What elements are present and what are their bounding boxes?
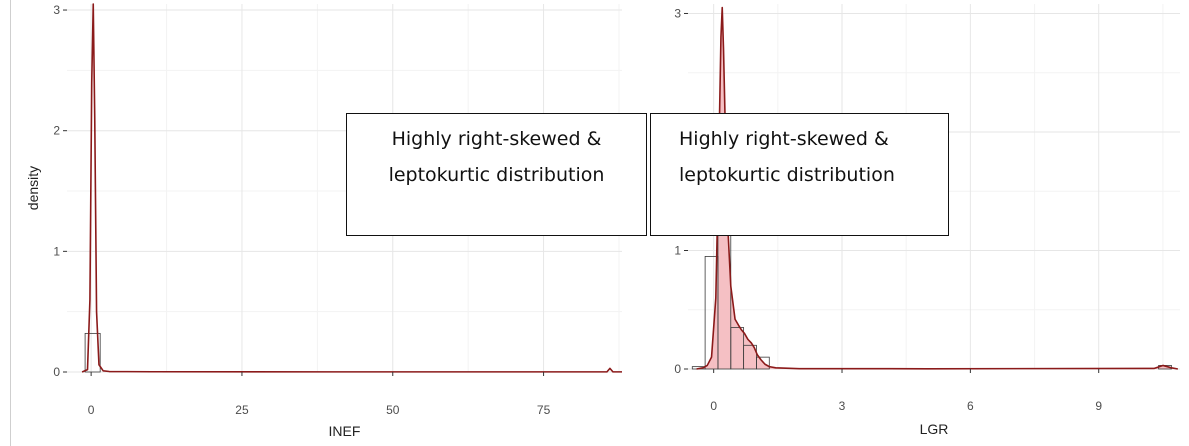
x-tick-label: 0 xyxy=(710,399,717,413)
x-tick-label: 25 xyxy=(235,403,249,417)
density-curve xyxy=(81,3,622,373)
x-tick-label: 0 xyxy=(88,403,95,417)
y-tick-label: 0 xyxy=(53,365,60,379)
annotation-left-line1: Highly right-skewed & xyxy=(391,128,602,150)
annotation-box-left: Highly right-skewed & leptokurtic distri… xyxy=(346,113,647,236)
y-axis-title: density xyxy=(25,166,41,210)
y-tick-label: 3 xyxy=(53,3,60,17)
x-tick-label: 50 xyxy=(386,403,400,417)
y-tick-label: 0 xyxy=(674,362,681,376)
x-tick-label: 3 xyxy=(839,399,846,413)
chart-panel-inef: 0 1 2 3 0 25 50 75 INEF density xyxy=(25,3,622,439)
annotation-right-line1: Highly right-skewed & xyxy=(679,128,889,150)
x-tick-label: 6 xyxy=(967,399,974,413)
y-tick-label: 1 xyxy=(53,244,60,258)
left-border-line xyxy=(10,0,11,446)
annotation-left-line2: leptokurtic distribution xyxy=(388,164,605,186)
histogram-bar xyxy=(84,332,101,373)
y-tick-label: 3 xyxy=(674,6,681,20)
y-tick-label: 1 xyxy=(674,243,681,257)
x-tick-label: 75 xyxy=(537,403,551,417)
x-tick-label: 9 xyxy=(1095,399,1102,413)
annotation-box-right: Highly right-skewed & leptokurtic distri… xyxy=(650,113,949,236)
histogram-bar xyxy=(756,356,770,370)
x-axis-title: LGR xyxy=(920,421,949,437)
y-tick-label: 2 xyxy=(53,124,60,138)
annotation-right-line2: leptokurtic distribution xyxy=(679,164,895,186)
x-axis-title: INEF xyxy=(329,423,361,439)
